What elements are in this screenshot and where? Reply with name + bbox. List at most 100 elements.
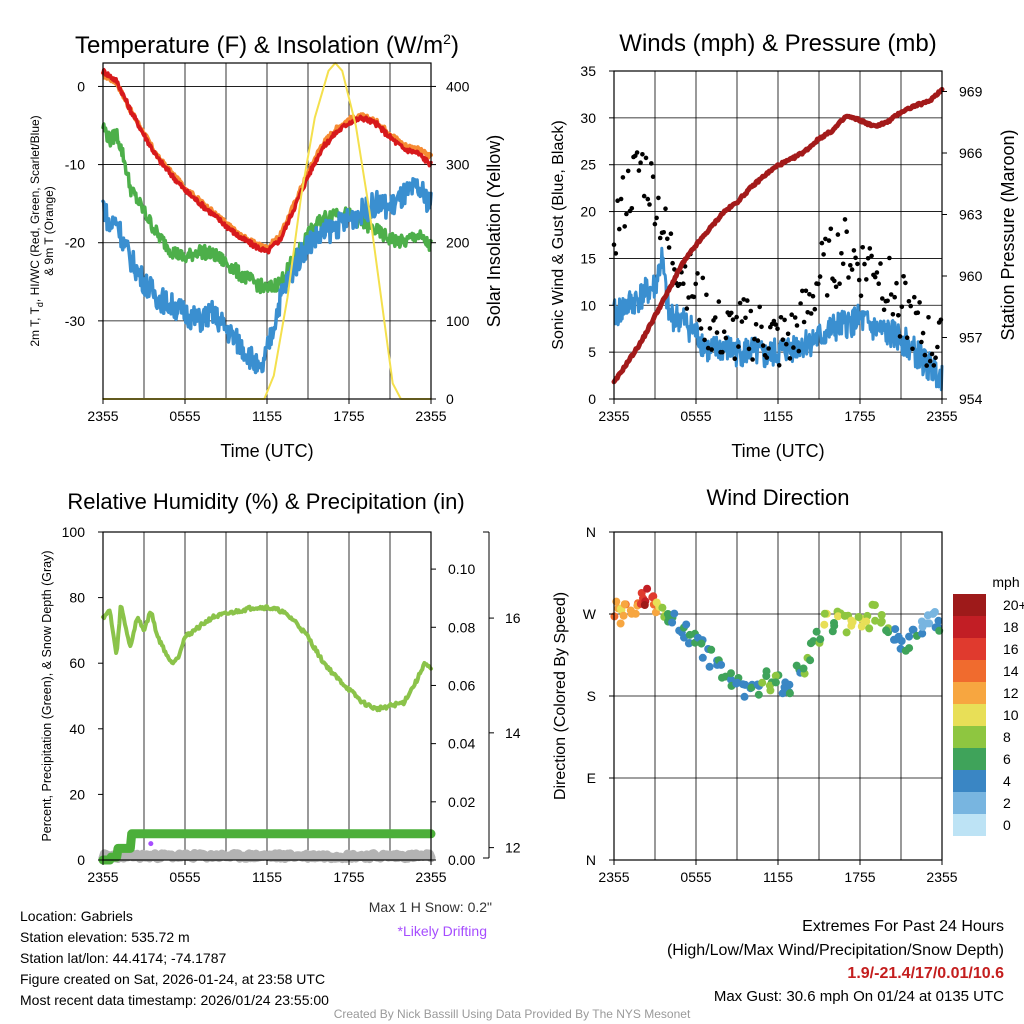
y-tick-label: N [586,852,596,868]
gust-point [617,226,622,232]
direction-point [697,639,706,648]
gust-point [848,263,853,268]
direction-point [905,632,914,641]
gust-point [629,206,635,211]
direction-point [707,645,716,654]
x-tick-label: 1755 [333,408,364,424]
legend-label: 18 [1003,619,1019,635]
gust-point [821,252,826,257]
gust-point [931,363,937,368]
gust-point [652,221,658,227]
y-right-tick-label: 200 [446,235,470,251]
y-right-tick-label: 960 [959,268,983,284]
gust-point [887,255,892,261]
legend-label: 14 [1003,663,1019,679]
gust-point [663,206,668,211]
chart-title: Temperature (F) & Insolation (W/m2) [75,31,459,59]
max-gust-text: Max Gust: 30.6 mph On 01/24 at 0135 UTC [713,988,1004,1005]
snow-tick-label: 12 [505,840,521,856]
gust-point [853,255,858,261]
x-tick-label: 0555 [169,408,200,424]
gust-point [752,336,757,342]
gust-point [885,298,890,304]
x-tick-label: 2355 [598,408,629,424]
gust-point [912,294,917,300]
y-right-tick-label: 400 [446,78,470,94]
gust-point [618,196,624,202]
gust-point [927,358,933,364]
legend-swatch [953,770,986,792]
gust-point [686,295,691,300]
chart-title-main: Temperature (F) & Insolation (W/m [75,32,443,59]
x-axis-label: Time (UTC) [220,441,313,461]
direction-point [922,619,931,628]
y-right-tick-label: 300 [446,157,470,173]
max-snow-note: Max 1 H Snow: 0.2" [369,899,492,915]
gust-point [780,337,786,343]
direction-point [758,678,767,687]
drifting-note: *Likely Drifting [398,923,487,939]
x-tick-label: 0555 [680,408,711,424]
x-tick-label: 1155 [252,869,282,885]
gust-point [720,349,725,355]
gust-point [640,152,645,157]
gust-point [855,261,860,267]
y-axis-label: Sonic Wind & Gust (Blue, Black) [550,120,567,349]
gust-point [888,292,894,297]
gust-point [755,338,761,343]
gust-point [833,284,839,290]
direction-point [684,639,693,648]
gust-point [700,275,706,281]
gust-point [906,299,912,304]
gust-point [766,346,771,351]
x-tick-label: 2355 [926,869,957,885]
y-axis-label-line2: & 9m T (Orange) [42,186,56,276]
y-axis-label: Percent, Precipitation (Green), & Snow D… [40,550,54,841]
gust-point [620,175,626,180]
direction-point [928,609,937,618]
wind-pressure-panel: 0 5 10 15 20 25 30 35 954 957 960 963 966 969 2355 0555… [550,30,1018,461]
location-text: Location: Gabriels [20,908,133,924]
direction-point [727,669,735,678]
gust-point [791,345,796,350]
direction-point [643,584,652,593]
gust-point [919,339,924,345]
legend-swatch [953,638,986,660]
recent-data-text: Most recent data timestamp: 2026/01/24 2… [20,992,329,1008]
y-label-b: , HI/WC (Red, Green, Scarlet/Blue) [28,115,42,302]
legend-label: 6 [1003,751,1011,767]
direction-point [901,646,910,655]
gust-point [625,168,631,174]
gust-point [835,232,841,237]
y-tick-label: 10 [580,297,596,313]
chart-title: Wind Direction [706,485,849,510]
y-right-axis-label: Solar Insolation (Yellow) [484,135,504,327]
gust-point [880,296,885,301]
y-right-tick-label: 957 [959,330,983,346]
direction-point [816,635,825,644]
gust-point [778,315,784,320]
y-tick-label: 0 [77,852,85,868]
precip-tick-label: 0.10 [448,561,475,577]
y-tick-label: 5 [588,344,596,360]
gust-point [739,319,745,324]
direction-point [658,603,667,612]
direction-point [698,653,707,662]
gust-point [776,363,782,368]
gust-point [828,226,834,232]
gust-point [800,288,805,294]
gust-point [851,248,857,253]
gust-point [844,229,849,234]
direction-point [670,609,679,618]
direction-point [847,616,856,625]
gust-point [634,150,640,155]
direction-point [799,664,808,673]
direction-point [778,689,787,698]
gust-point [869,253,874,259]
gust-point [691,294,697,300]
gust-point [915,310,921,316]
legend-swatch [953,748,986,770]
legend-label: 20+ [1003,597,1024,613]
gust-point [784,341,789,347]
